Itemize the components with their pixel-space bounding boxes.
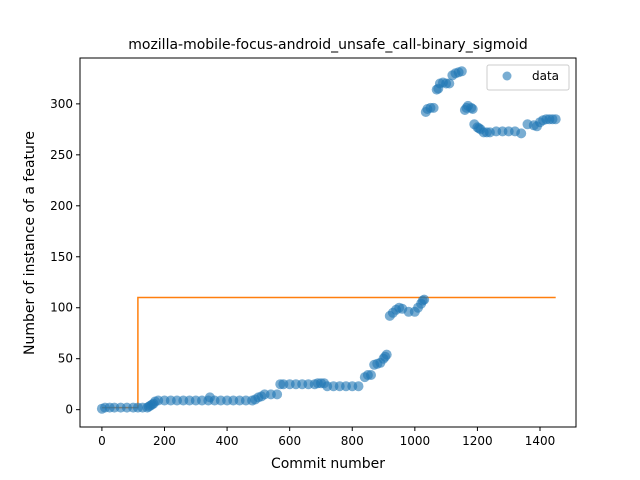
legend-box xyxy=(486,64,570,91)
x-tick-label: 800 xyxy=(341,434,364,448)
x-tick-label: 1200 xyxy=(462,434,493,448)
axes: 0 200 400 600 800 1000 1200 1400 0 50 100 150 200 250… xyxy=(50,57,577,448)
data-point xyxy=(381,349,392,360)
data-point xyxy=(419,294,430,305)
y-tick-label: 100 xyxy=(50,301,73,315)
data-point xyxy=(467,104,478,114)
x-tick-label: 400 xyxy=(216,434,239,448)
y-tick-label: 300 xyxy=(50,97,73,111)
x-tick-label: 0 xyxy=(98,434,106,448)
data-point xyxy=(456,66,467,77)
y-tick-label: 50 xyxy=(58,352,73,366)
x-axis-label: Commit number xyxy=(271,456,385,472)
y-tick-label: 250 xyxy=(50,148,73,162)
data-point xyxy=(550,114,561,125)
y-tick-label: 0 xyxy=(65,403,73,417)
x-tick-label: 1400 xyxy=(525,434,556,448)
data-point xyxy=(366,370,376,380)
legend: data xyxy=(486,64,570,91)
plot-marks xyxy=(96,66,561,414)
legend-marker-data xyxy=(502,71,512,81)
y-tick-label: 200 xyxy=(50,199,73,213)
chart-title: mozilla-mobile-focus-android_unsafe_call… xyxy=(128,37,528,53)
y-tick-label: 150 xyxy=(50,250,73,264)
y-axis-label: Number of instance of a feature xyxy=(22,131,38,355)
data-point xyxy=(516,128,527,139)
data-point xyxy=(428,102,439,113)
legend-label-data: data xyxy=(532,69,559,83)
x-tick-label: 600 xyxy=(278,434,301,448)
data-point xyxy=(444,78,455,89)
data-point xyxy=(353,381,364,392)
axes-frame xyxy=(79,57,577,428)
x-tick-label: 200 xyxy=(153,434,176,448)
data-point xyxy=(272,389,283,400)
x-tick-label: 1000 xyxy=(400,434,431,448)
